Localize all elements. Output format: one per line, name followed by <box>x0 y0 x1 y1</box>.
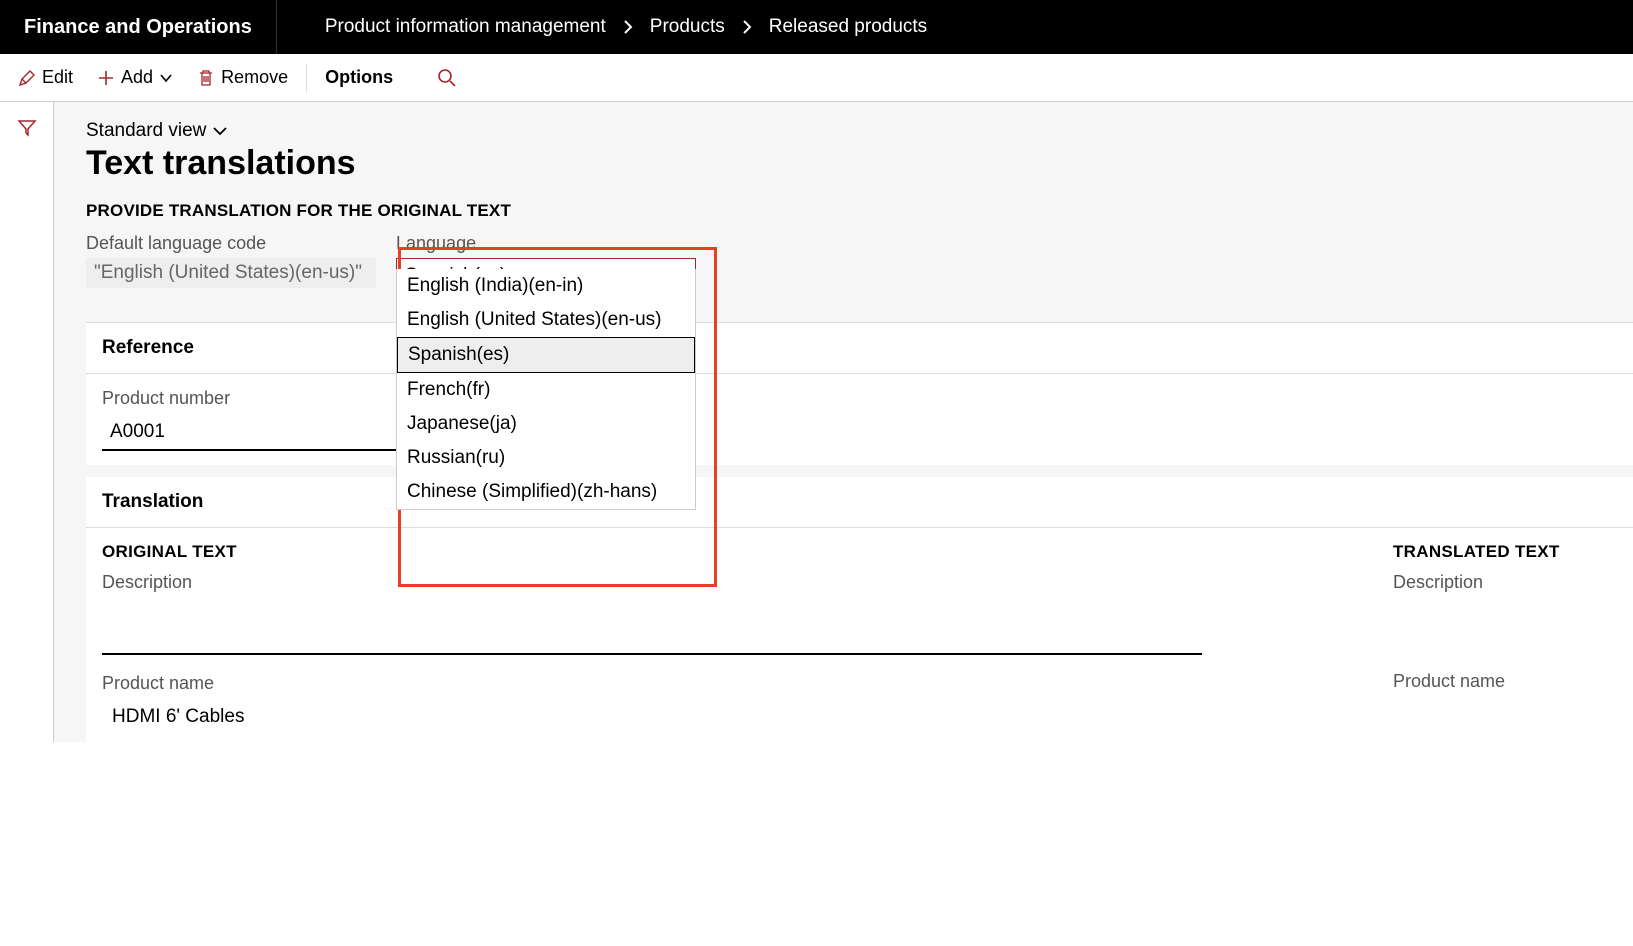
add-button[interactable]: Add <box>87 61 183 94</box>
view-label: Standard view <box>86 120 206 142</box>
brand-title: Finance and Operations <box>0 0 277 54</box>
chevron-right-icon <box>741 20 753 34</box>
main-content: Standard view Text translations PROVIDE … <box>54 102 1633 742</box>
translated-description-label: Description <box>1393 572 1593 593</box>
language-option[interactable]: English (India)(en-in) <box>397 269 695 303</box>
search-button[interactable] <box>427 62 467 94</box>
reference-title: Reference <box>102 337 1617 359</box>
search-icon <box>437 68 457 88</box>
default-language-label: Default language code <box>86 233 376 254</box>
separator <box>306 64 307 92</box>
default-language-value: "English (United States)(en-us)" <box>86 258 376 288</box>
language-option[interactable]: Chinese (Simplified)(zh-hans) <box>397 475 695 509</box>
breadcrumb: Product information management Products … <box>277 16 927 38</box>
filter-icon[interactable] <box>17 118 37 742</box>
language-label: Language <box>396 233 696 254</box>
language-dropdown: English (India)(en-in)English (United St… <box>396 269 696 510</box>
language-field: Language Spanish(es) English (India)(en-… <box>396 233 696 294</box>
chevron-down-icon <box>212 125 228 137</box>
language-option[interactable]: Spanish(es) <box>397 337 695 373</box>
trash-icon <box>197 69 215 87</box>
language-option[interactable]: Japanese(ja) <box>397 407 695 441</box>
translation-title: Translation <box>102 491 1617 513</box>
chevron-right-icon <box>622 20 634 34</box>
translation-body: ORIGINAL TEXT Description Product name H… <box>86 527 1633 742</box>
remove-button[interactable]: Remove <box>187 61 298 94</box>
translated-product-name-label: Product name <box>1393 671 1593 692</box>
product-number-input[interactable] <box>102 415 402 451</box>
action-bar: Edit Add Remove Options <box>0 54 1633 102</box>
plus-icon <box>97 69 115 87</box>
breadcrumb-item[interactable]: Products <box>650 16 725 38</box>
product-number-block: Product number <box>86 373 1633 465</box>
options-label: Options <box>325 67 393 88</box>
breadcrumb-item[interactable]: Released products <box>769 16 927 38</box>
options-button[interactable]: Options <box>315 61 403 94</box>
default-language-field: Default language code "English (United S… <box>86 233 376 294</box>
original-text-column: ORIGINAL TEXT Description Product name H… <box>102 542 1202 728</box>
translated-text-column: TRANSLATED TEXT Description Product name <box>1393 542 1593 728</box>
chevron-down-icon <box>159 73 173 83</box>
original-text-heading: ORIGINAL TEXT <box>102 542 1202 562</box>
filter-rail <box>0 102 54 742</box>
reference-panel: Reference <box>86 322 1633 373</box>
language-option[interactable]: English (United States)(en-us) <box>397 303 695 337</box>
section-heading: PROVIDE TRANSLATION FOR THE ORIGINAL TEX… <box>86 201 1633 221</box>
pencil-icon <box>18 69 36 87</box>
top-bar: Finance and Operations Product informati… <box>0 0 1633 54</box>
remove-label: Remove <box>221 67 288 88</box>
view-selector[interactable]: Standard view <box>86 120 1633 142</box>
edit-button[interactable]: Edit <box>8 61 83 94</box>
language-option[interactable]: Russian(ru) <box>397 441 695 475</box>
add-label: Add <box>121 67 153 88</box>
translated-text-heading: TRANSLATED TEXT <box>1393 542 1593 562</box>
description-label: Description <box>102 572 1202 593</box>
edit-label: Edit <box>42 67 73 88</box>
page-title: Text translations <box>86 144 1633 183</box>
language-option[interactable]: French(fr) <box>397 373 695 407</box>
product-name-label: Product name <box>102 673 1202 694</box>
product-name-value: HDMI 6' Cables <box>102 706 1202 728</box>
description-underline <box>102 653 1202 655</box>
product-number-label: Product number <box>102 388 1617 409</box>
translation-panel: Translation <box>86 477 1633 527</box>
breadcrumb-item[interactable]: Product information management <box>325 16 606 38</box>
